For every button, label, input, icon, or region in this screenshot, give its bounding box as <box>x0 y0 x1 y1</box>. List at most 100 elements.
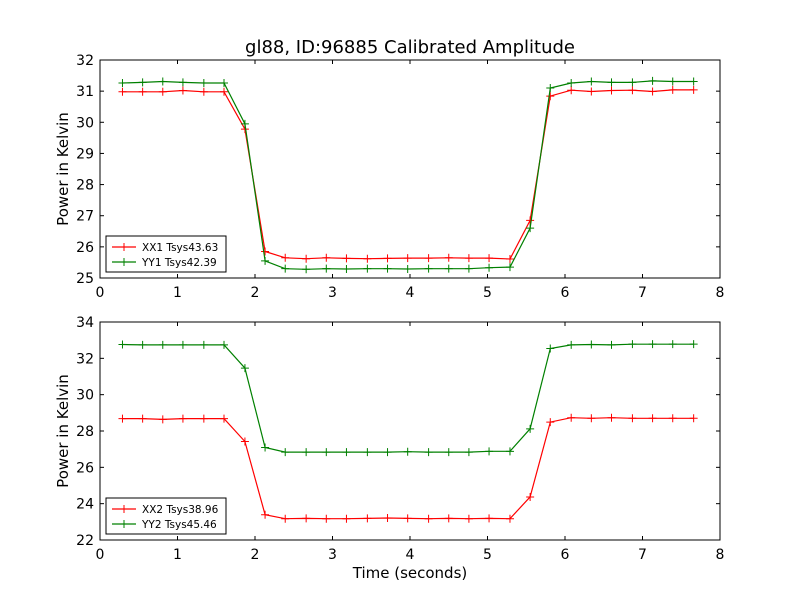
data-point <box>526 224 535 233</box>
data-point <box>281 253 290 262</box>
data-point <box>505 263 514 272</box>
data-point <box>302 448 311 457</box>
x-tick-label: 1 <box>173 547 182 563</box>
data-point <box>322 514 331 523</box>
x-tick-label: 4 <box>406 285 415 301</box>
data-point <box>689 77 698 86</box>
x-tick-label: 5 <box>483 285 492 301</box>
data-point <box>199 414 208 423</box>
data-point <box>464 514 473 523</box>
x-tick-label: 0 <box>96 547 105 563</box>
data-point <box>302 265 311 274</box>
x-tick-label: 2 <box>251 285 260 301</box>
y-axis-label: Power in Kelvin <box>54 374 72 488</box>
y-axis-label: Power in Kelvin <box>54 112 72 226</box>
data-point <box>199 340 208 349</box>
data-point <box>424 264 433 273</box>
data-point <box>178 414 187 423</box>
data-point <box>689 85 698 94</box>
legend-marker <box>120 520 128 528</box>
data-point <box>199 79 208 88</box>
data-point <box>383 254 392 263</box>
data-point <box>363 264 372 273</box>
y-tick-label: 22 <box>76 533 94 549</box>
data-point <box>424 448 433 457</box>
data-point <box>118 79 127 88</box>
data-point <box>403 514 412 523</box>
x-tick-label: 8 <box>716 547 725 563</box>
y-tick-label: 26 <box>76 460 94 476</box>
data-point <box>668 414 677 423</box>
data-point <box>628 86 637 95</box>
x-tick-label: 3 <box>328 285 337 301</box>
data-point <box>546 92 555 101</box>
x-tick-label: 7 <box>638 285 647 301</box>
data-point <box>567 79 576 88</box>
data-point <box>261 443 270 452</box>
x-tick-label: 8 <box>716 285 725 301</box>
y-tick-label: 26 <box>76 240 94 256</box>
data-point <box>138 78 147 87</box>
data-point <box>587 77 596 86</box>
data-point <box>464 264 473 273</box>
data-point <box>363 254 372 263</box>
data-point <box>444 514 453 523</box>
data-point <box>628 414 637 423</box>
x-tick-label: 3 <box>328 547 337 563</box>
y-tick-label: 24 <box>76 497 94 513</box>
legend-marker <box>120 505 128 513</box>
x-tick-label: 5 <box>483 547 492 563</box>
data-point <box>322 264 331 273</box>
x-tick-label: 2 <box>251 547 260 563</box>
data-point <box>607 340 616 349</box>
data-point <box>607 413 616 422</box>
data-point <box>464 254 473 263</box>
data-point <box>178 340 187 349</box>
legend-marker <box>120 258 128 266</box>
data-point <box>240 364 249 373</box>
legend-label: YY2 Tsys45.46 <box>141 519 217 531</box>
data-point <box>424 254 433 263</box>
data-point <box>363 448 372 457</box>
legend-label: XX1 Tsys43.63 <box>142 242 218 254</box>
legend-box <box>105 497 227 535</box>
data-point <box>261 256 270 265</box>
data-point <box>240 119 249 128</box>
data-point <box>302 254 311 263</box>
data-point <box>546 84 555 93</box>
data-point <box>199 87 208 96</box>
data-point <box>444 264 453 273</box>
chart-title: gl88, ID:96885 Calibrated Amplitude <box>245 37 575 58</box>
data-point <box>261 510 270 519</box>
data-point <box>138 87 147 96</box>
series-1-group <box>118 85 698 264</box>
data-point <box>118 414 127 423</box>
data-point <box>118 87 127 96</box>
data-point <box>138 340 147 349</box>
data-point <box>424 514 433 523</box>
x-tick-label: 0 <box>96 285 105 301</box>
data-point <box>138 414 147 423</box>
data-point <box>403 254 412 263</box>
data-point <box>220 340 228 349</box>
legend-label: XX2 Tsys38.96 <box>142 504 219 516</box>
y-tick-label: 30 <box>76 115 94 131</box>
y-tick-label: 30 <box>76 388 94 404</box>
data-point <box>689 340 698 349</box>
data-point <box>403 447 412 456</box>
data-point <box>342 254 351 263</box>
data-point <box>383 264 392 273</box>
data-point <box>668 340 677 349</box>
data-point <box>158 340 167 349</box>
data-point <box>648 76 657 85</box>
data-point <box>526 216 535 225</box>
data-point <box>526 492 535 501</box>
x-tick-label: 6 <box>561 547 570 563</box>
y-tick-label: 27 <box>76 209 94 225</box>
y-tick-label: 28 <box>76 178 94 194</box>
data-point <box>607 86 616 95</box>
data-point <box>322 448 331 457</box>
data-point <box>322 253 331 262</box>
